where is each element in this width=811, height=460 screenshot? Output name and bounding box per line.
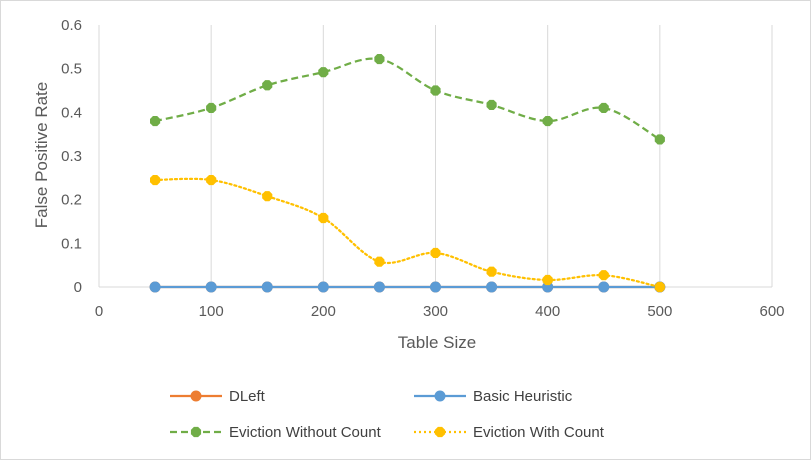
x-tick-label: 100 — [199, 303, 224, 320]
data-point — [206, 174, 217, 186]
legend-label: DLeft — [229, 388, 266, 405]
data-point — [542, 115, 553, 127]
y-tick-label: 0.6 — [61, 17, 82, 34]
legend-label: Eviction Without Count — [229, 424, 382, 441]
data-point — [598, 102, 609, 114]
data-point — [486, 281, 498, 293]
data-point — [598, 281, 610, 293]
y-tick-label: 0.3 — [61, 148, 82, 165]
legend: DLeft Basic Heuristic Eviction Without Cou… — [170, 388, 605, 441]
data-point — [598, 270, 609, 281]
x-tick-label: 400 — [535, 303, 560, 320]
data-point — [374, 256, 385, 267]
data-point — [430, 85, 441, 96]
legend-marker — [190, 390, 202, 402]
data-point — [430, 281, 441, 293]
x-tick-label: 500 — [647, 303, 672, 320]
data-point — [654, 134, 665, 145]
y-tick-label: 0.1 — [61, 235, 82, 252]
y-axis-title: False Positive Rate — [32, 82, 51, 228]
tick-labels: 0 100 200 300 400 500 600 0 0.1 0.2 0.3 0.4 0.5 0.6 — [61, 17, 784, 320]
data-point — [374, 53, 385, 65]
data-point — [261, 281, 273, 293]
data-point — [318, 67, 329, 78]
data-point — [262, 191, 273, 202]
data-point — [318, 212, 329, 224]
data-point — [486, 266, 497, 277]
y-tick-label: 0.5 — [61, 61, 82, 78]
gridlines — [98, 25, 773, 288]
x-tick-label: 300 — [423, 303, 448, 320]
series-line — [153, 177, 661, 289]
data-point — [262, 80, 273, 91]
legend-item: Basic Heuristic — [414, 388, 573, 405]
data-point — [654, 281, 665, 293]
data-point — [317, 281, 329, 293]
series-line — [154, 57, 661, 141]
legend-item: DLeft — [170, 388, 266, 405]
legend-marker — [434, 390, 446, 402]
series-2 — [150, 53, 665, 145]
legend-item: Eviction Without Count — [170, 424, 382, 441]
legend-marker — [190, 426, 202, 438]
x-tick-label: 0 — [95, 303, 103, 320]
data-point — [430, 247, 441, 259]
data-point — [486, 99, 497, 110]
series-layer — [149, 53, 666, 293]
data-point — [150, 115, 161, 127]
data-point — [373, 281, 385, 293]
series-1 — [149, 281, 666, 293]
legend-label: Eviction With Count — [473, 424, 605, 441]
data-point — [150, 174, 161, 186]
data-point — [205, 281, 217, 293]
data-point — [149, 281, 161, 293]
x-axis-title: Table Size — [398, 333, 476, 352]
legend-label: Basic Heuristic — [473, 388, 573, 405]
y-tick-label: 0.2 — [61, 192, 82, 209]
y-tick-label: 0 — [74, 279, 82, 296]
y-tick-label: 0.4 — [61, 104, 82, 121]
legend-marker — [434, 426, 446, 438]
x-tick-label: 200 — [311, 303, 336, 320]
series-3 — [150, 174, 665, 293]
data-point — [206, 102, 217, 114]
x-tick-label: 600 — [759, 303, 784, 320]
legend-item: Eviction With Count — [414, 424, 605, 441]
data-point — [542, 274, 553, 286]
